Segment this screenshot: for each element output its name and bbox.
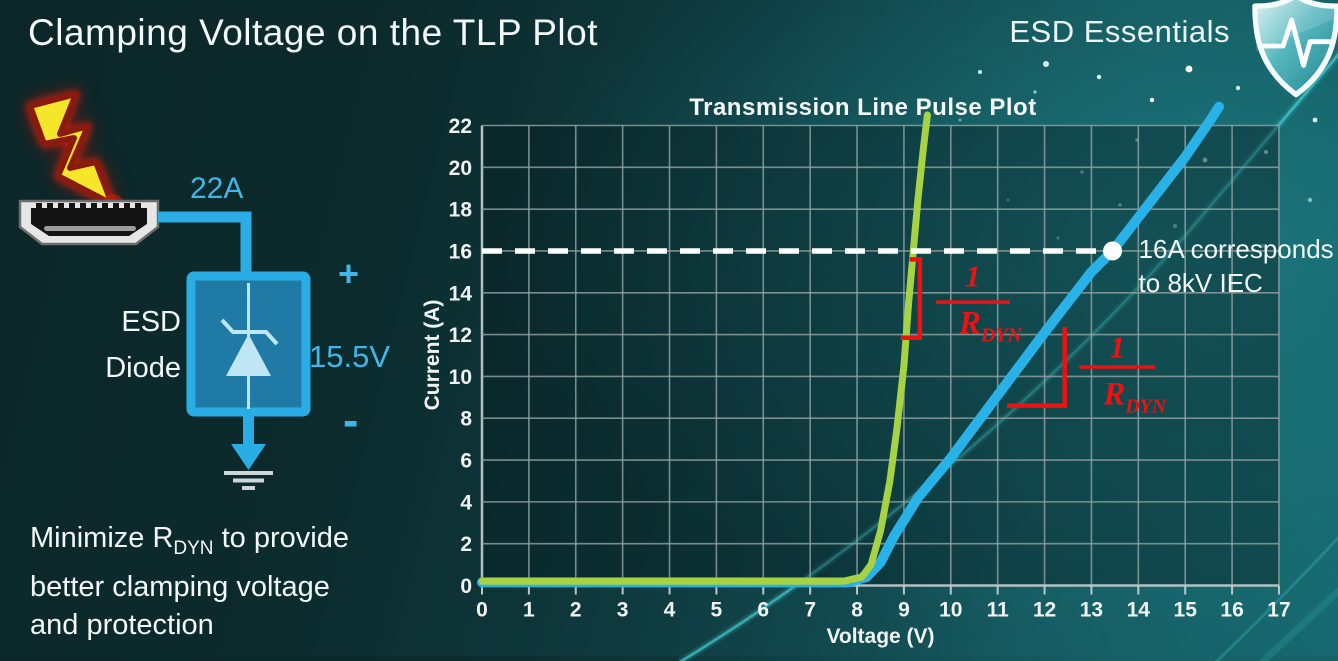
x-tick-label: 6 bbox=[757, 599, 769, 622]
rdyn-numerator: 1 bbox=[965, 259, 981, 294]
x-tick-label: 5 bbox=[711, 599, 723, 622]
x-tick-label: 10 bbox=[939, 599, 962, 622]
chart-title: Transmission Line Pulse Plot bbox=[689, 94, 1036, 121]
x-tick-label: 7 bbox=[804, 599, 816, 622]
x-tick-label: 12 bbox=[1033, 599, 1056, 622]
corner-streak bbox=[1259, 586, 1338, 661]
plus-sign: + bbox=[338, 253, 359, 294]
x-tick-label: 14 bbox=[1127, 599, 1151, 622]
lightning-bolt-icon bbox=[27, 91, 115, 207]
y-tick-label: 14 bbox=[449, 282, 473, 305]
x-tick-label: 15 bbox=[1174, 599, 1198, 622]
green_curve bbox=[478, 111, 931, 585]
brand-name: ESD Essentials bbox=[1009, 14, 1230, 49]
rdyn-denominator: RDYN bbox=[1102, 377, 1168, 418]
x-tick-label: 16 bbox=[1220, 599, 1243, 622]
reference-label-line2: to 8kV IEC bbox=[1139, 268, 1263, 298]
device-label-line1: ESD bbox=[121, 306, 181, 338]
x-tick-label: 8 bbox=[851, 599, 863, 622]
y-tick-label: 16 bbox=[449, 240, 472, 263]
y-tick-label: 10 bbox=[449, 366, 472, 389]
light-swoosh bbox=[679, 52, 1338, 661]
circuit-diagram: 22A ESD Diode + 15.5V - bbox=[18, 91, 390, 490]
reference-label-line1: 16A corresponds bbox=[1139, 234, 1334, 264]
rdyn-numerator: 1 bbox=[1109, 330, 1125, 365]
hdmi-connector-icon bbox=[18, 199, 160, 246]
x-tick-label: 11 bbox=[987, 599, 1010, 622]
clamp-voltage-label: 15.5V bbox=[309, 339, 390, 374]
x-tick-label: 2 bbox=[570, 599, 582, 622]
y-tick-label: 6 bbox=[460, 450, 472, 473]
y-axis-title: Current (A) bbox=[421, 300, 444, 411]
reference-marker-dot bbox=[1103, 241, 1123, 261]
ground-symbol-icon bbox=[224, 412, 273, 490]
slope-indicator-blue_curve bbox=[1007, 327, 1067, 408]
y-tick-label: 20 bbox=[449, 157, 472, 180]
esd-diode-symbol bbox=[186, 271, 311, 417]
x-axis-title: Voltage (V) bbox=[826, 625, 934, 648]
note-text: Minimize RDYN to provide better clamping… bbox=[30, 519, 349, 644]
wire bbox=[158, 211, 252, 278]
y-tick-label: 4 bbox=[460, 491, 472, 514]
device-label-line2: Diode bbox=[105, 352, 181, 384]
x-tick-label: 4 bbox=[664, 599, 676, 622]
y-tick-label: 8 bbox=[460, 408, 472, 431]
particles bbox=[958, 56, 1318, 248]
y-tick-label: 12 bbox=[449, 324, 472, 347]
slope-indicator-green_curve bbox=[900, 257, 923, 340]
x-tick-label: 1 bbox=[523, 599, 535, 622]
surge-current-label: 22A bbox=[190, 172, 243, 205]
note-line-1: Minimize RDYN to provide bbox=[30, 522, 349, 559]
corner-streak bbox=[1214, 536, 1338, 661]
note-line-3: and protection bbox=[30, 608, 214, 641]
tlp-chart: 0 1 2 3 4 5 6 7 8 9 10 11 12 13 14 15 16 17 0 2 4 6 8 10 12 14 16 1… bbox=[421, 90, 1338, 656]
esd-shield-logo-icon bbox=[1252, 0, 1338, 98]
rdyn-denominator: RDYN bbox=[958, 306, 1024, 347]
x-tick-label: 17 bbox=[1267, 599, 1290, 622]
x-tick-label: 3 bbox=[617, 599, 629, 622]
note-line-2: better clamping voltage bbox=[30, 570, 330, 603]
y-tick-label: 2 bbox=[460, 533, 472, 556]
y-tick-label: 18 bbox=[449, 199, 473, 222]
x-tick-label: 9 bbox=[898, 599, 910, 622]
x-tick-label: 13 bbox=[1080, 599, 1103, 622]
x-tick-label: 0 bbox=[476, 599, 488, 622]
minus-sign: - bbox=[343, 394, 358, 446]
pulse-line-icon bbox=[1261, 17, 1333, 68]
y-tick-label: 0 bbox=[460, 575, 472, 598]
y-tick-label: 22 bbox=[449, 115, 472, 138]
page-title: Clamping Voltage on the TLP Plot bbox=[28, 12, 599, 53]
blue_curve bbox=[477, 101, 1224, 588]
